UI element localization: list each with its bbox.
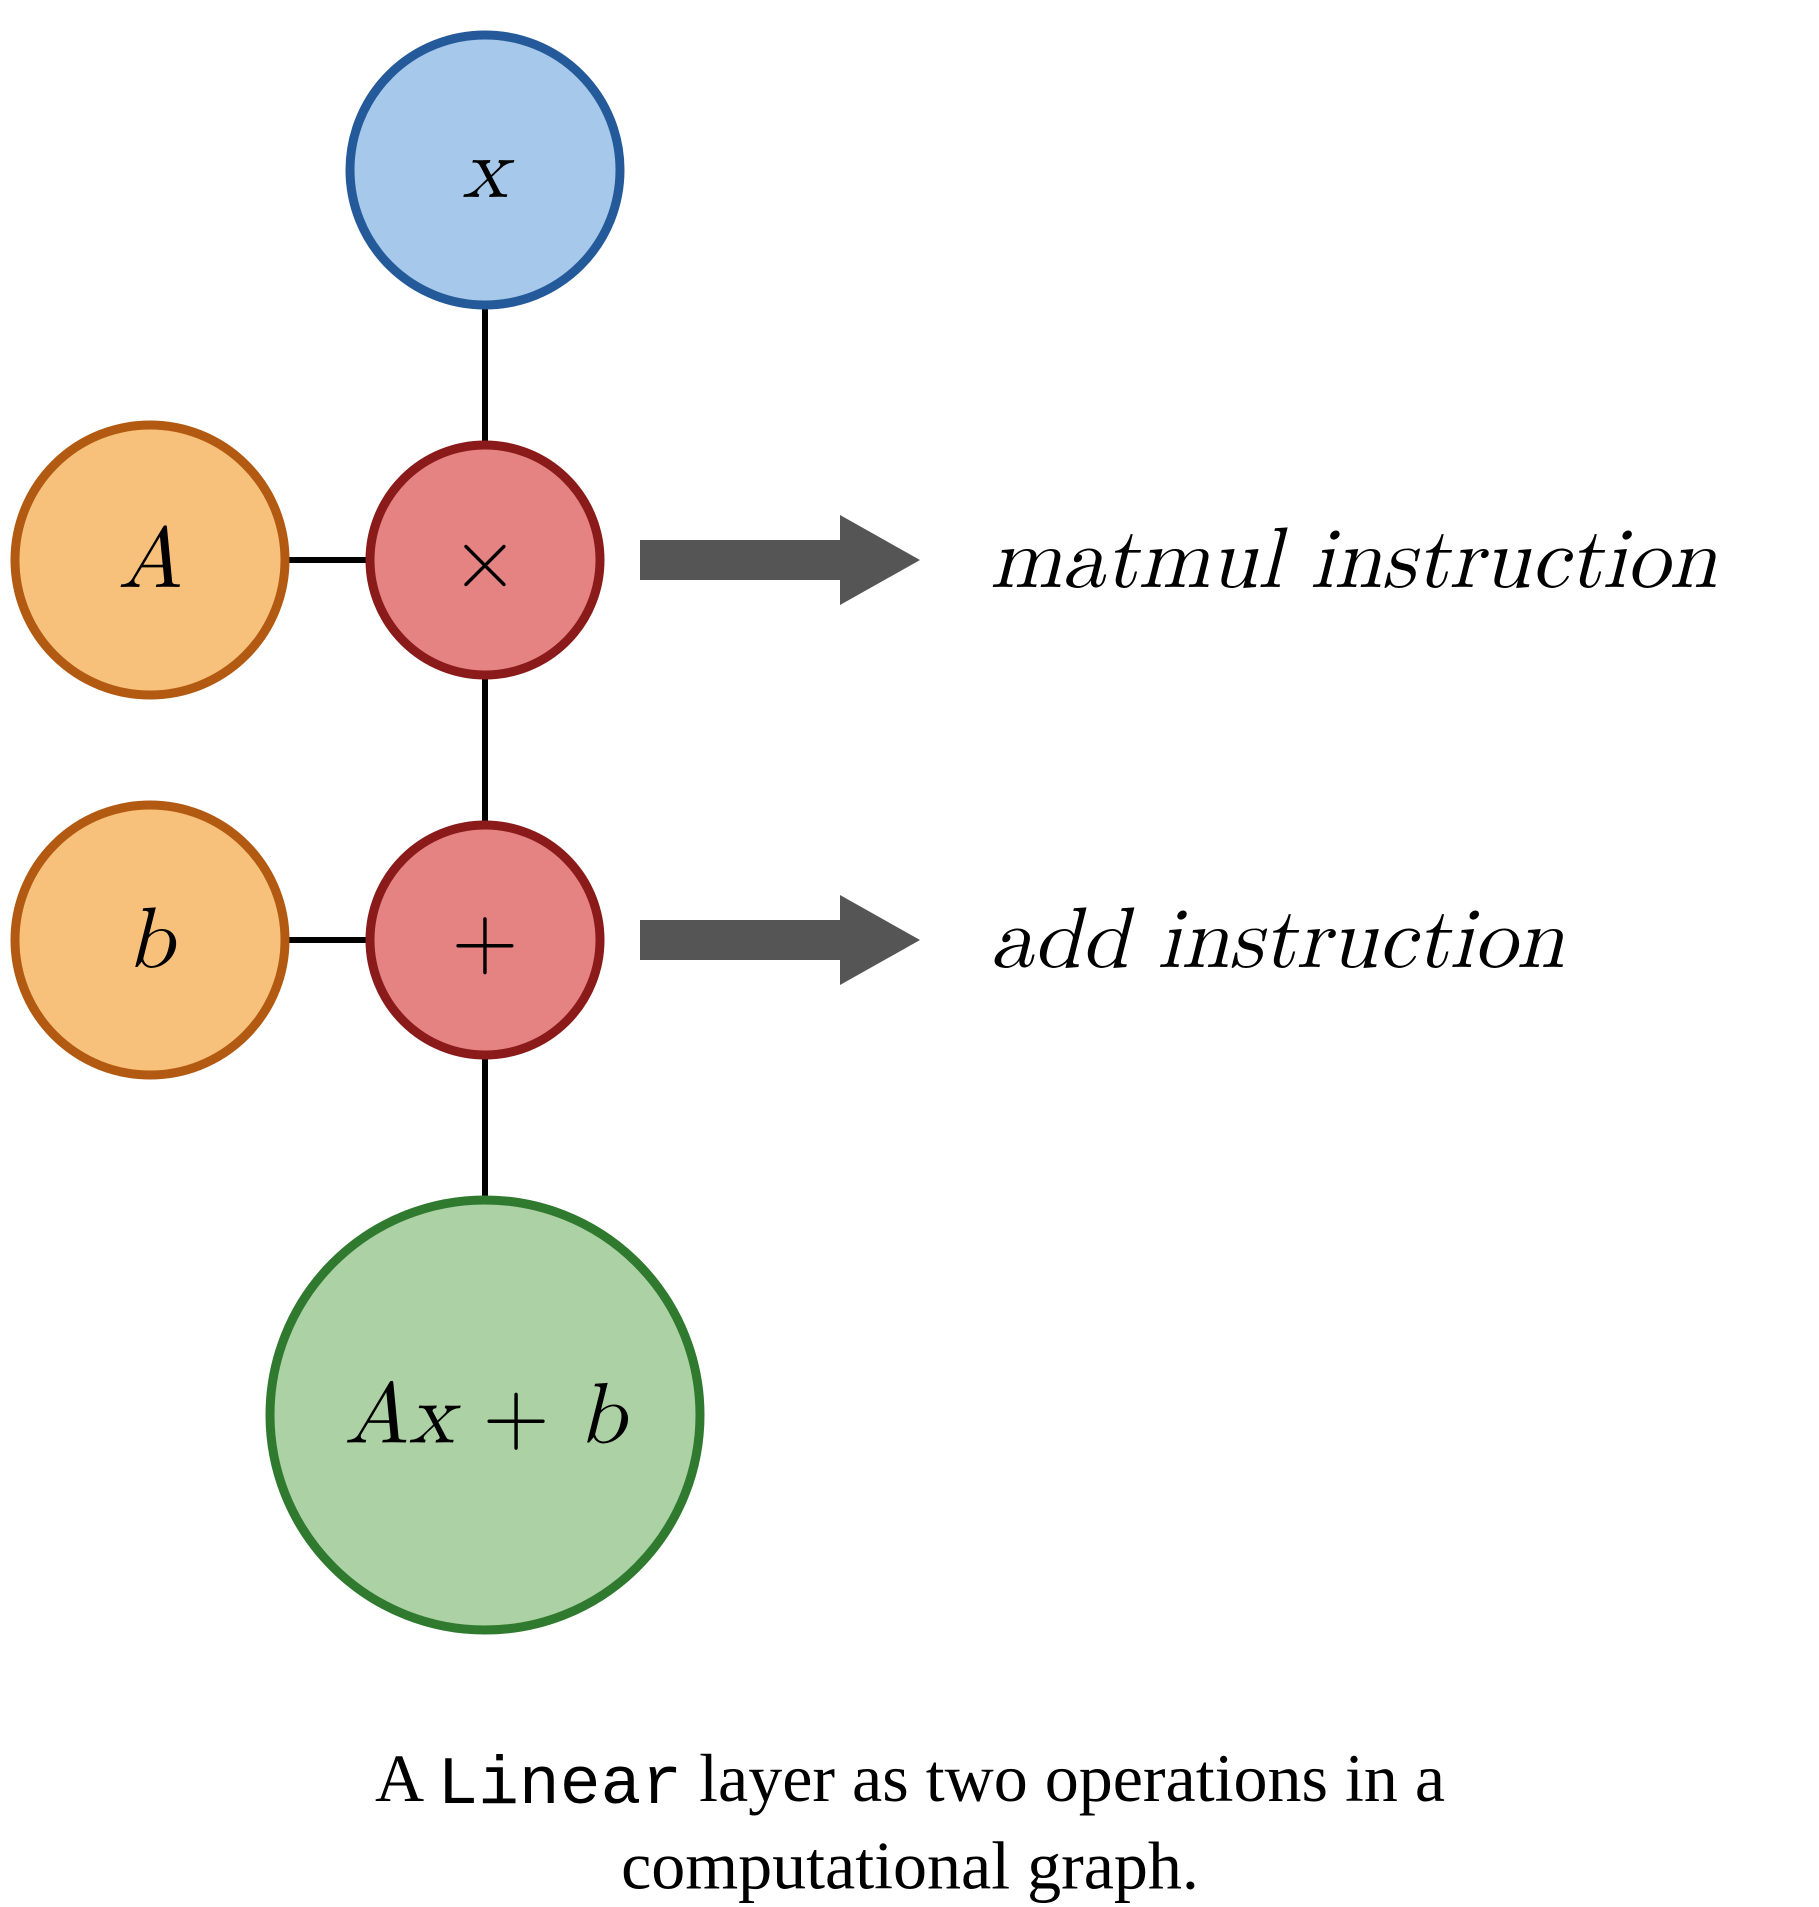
- caption-line-1: A Linear layer as two operations in a: [375, 1740, 1445, 1824]
- annotation-0: matmul instruction: [990, 518, 1717, 604]
- node-label-x: x: [462, 128, 515, 214]
- node-label-b: b: [126, 898, 179, 984]
- annotation-1: add instruction: [990, 898, 1564, 984]
- node-label-add: +: [452, 898, 519, 984]
- node-label-A: A: [118, 518, 183, 604]
- caption-line-2: computational graph.: [621, 1828, 1199, 1904]
- node-label-mul: ×: [452, 518, 519, 604]
- node-label-out: Ax + b: [344, 1373, 631, 1459]
- computational-graph-figure: x A × b + Ax + b matmul instruction add instruc…: [0, 0, 1819, 1907]
